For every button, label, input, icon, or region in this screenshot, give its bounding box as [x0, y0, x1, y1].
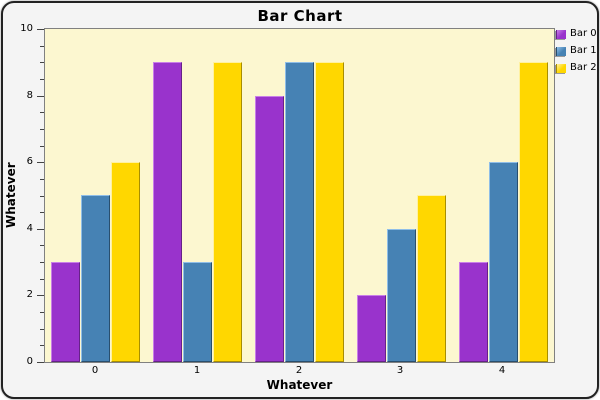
- bar-bar0-cat0: [51, 262, 80, 362]
- y-minor-tick-9: [40, 62, 44, 63]
- y-major-tick-10: [37, 29, 44, 30]
- bar-bar1-cat4: [489, 162, 518, 362]
- legend-swatch-icon: [556, 46, 566, 56]
- legend-label: Bar 1: [570, 45, 597, 56]
- y-minor-tick-8.5: [40, 79, 44, 80]
- y-minor-tick-3.5: [40, 245, 44, 246]
- x-axis-title: Whatever: [266, 378, 333, 392]
- y-minor-tick-1: [40, 329, 44, 330]
- y-major-tick-0: [37, 362, 44, 363]
- plot-area: [44, 28, 555, 363]
- y-minor-tick-7: [40, 129, 44, 130]
- bar-bar2-cat1: [213, 62, 242, 362]
- y-minor-tick-5.5: [40, 179, 44, 180]
- y-axis: 0 2 4 6 8 10: [0, 24, 44, 367]
- bar-bar2-cat4: [519, 62, 548, 362]
- bar-bar0-cat3: [357, 295, 386, 362]
- y-major-tick-8: [37, 96, 44, 97]
- bar-bar1-cat1: [183, 262, 212, 362]
- legend-item-bar1: Bar 1: [556, 46, 597, 56]
- y-minor-tick-1.5: [40, 312, 44, 313]
- y-tick-label-2: 2: [26, 289, 33, 300]
- legend-swatch-icon: [556, 63, 566, 73]
- bar-bar2-cat3: [417, 195, 446, 362]
- bar-bar0-cat1: [153, 62, 182, 362]
- legend-label: Bar 0: [570, 28, 597, 39]
- y-major-tick-2: [37, 295, 44, 296]
- legend-label: Bar 2: [570, 62, 597, 73]
- y-tick-label-6: 6: [26, 156, 33, 167]
- x-category-label-2: 2: [295, 365, 303, 376]
- y-major-tick-4: [37, 229, 44, 230]
- bar-bar2-cat0: [111, 162, 140, 362]
- y-minor-tick-0.5: [40, 345, 44, 346]
- x-category-label-3: 3: [396, 365, 404, 376]
- legend-item-bar0: Bar 0: [556, 29, 597, 39]
- x-axis: 0 1 2 3 4: [44, 366, 555, 378]
- y-major-tick-6: [37, 162, 44, 163]
- y-minor-tick-5: [40, 196, 44, 197]
- y-minor-tick-6.5: [40, 146, 44, 147]
- legend-swatch-icon: [556, 29, 566, 39]
- y-minor-tick-4.5: [40, 212, 44, 213]
- y-minor-tick-2.5: [40, 279, 44, 280]
- y-minor-tick-7.5: [40, 112, 44, 113]
- legend: Bar 0 Bar 1 Bar 2: [556, 29, 597, 80]
- bar-bar0-cat2: [255, 96, 284, 362]
- y-tick-label-8: 8: [26, 90, 33, 101]
- bar-bar2-cat2: [315, 62, 344, 362]
- bar-bar1-cat3: [387, 229, 416, 362]
- y-minor-tick-9.5: [40, 46, 44, 47]
- x-category-label-0: 0: [91, 365, 99, 376]
- bar-bar1-cat2: [285, 62, 314, 362]
- chart-title: Bar Chart: [257, 7, 343, 25]
- bar-bar1-cat0: [81, 195, 110, 362]
- y-tick-label-4: 4: [26, 223, 33, 234]
- y-tick-label-10: 10: [20, 23, 33, 34]
- legend-item-bar2: Bar 2: [556, 63, 597, 73]
- y-minor-tick-3: [40, 262, 44, 263]
- bar-bar0-cat4: [459, 262, 488, 362]
- y-tick-label-0: 0: [26, 356, 33, 367]
- x-category-label-4: 4: [498, 365, 506, 376]
- x-category-label-1: 1: [193, 365, 201, 376]
